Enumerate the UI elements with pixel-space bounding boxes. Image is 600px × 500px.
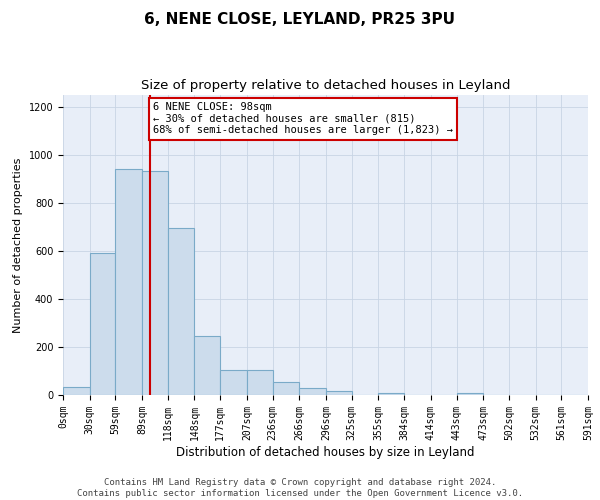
Bar bbox=[142, 170, 168, 395]
Bar bbox=[115, 170, 142, 395]
Title: Size of property relative to detached houses in Leyland: Size of property relative to detached ho… bbox=[141, 80, 510, 92]
Text: 6, NENE CLOSE, LEYLAND, PR25 3PU: 6, NENE CLOSE, LEYLAND, PR25 3PU bbox=[145, 12, 455, 28]
Bar bbox=[299, 388, 326, 395]
Bar bbox=[220, 370, 247, 395]
Bar bbox=[457, 392, 483, 395]
Bar bbox=[89, 254, 115, 395]
Y-axis label: Number of detached properties: Number of detached properties bbox=[13, 158, 23, 332]
X-axis label: Distribution of detached houses by size in Leyland: Distribution of detached houses by size … bbox=[176, 446, 475, 458]
Bar bbox=[247, 370, 272, 395]
Bar bbox=[168, 228, 194, 395]
Bar bbox=[326, 390, 352, 395]
Bar bbox=[194, 336, 220, 395]
Bar bbox=[272, 382, 299, 395]
Text: 6 NENE CLOSE: 98sqm
← 30% of detached houses are smaller (815)
68% of semi-detac: 6 NENE CLOSE: 98sqm ← 30% of detached ho… bbox=[153, 102, 453, 136]
Bar bbox=[379, 392, 404, 395]
Bar bbox=[63, 386, 89, 395]
Text: Contains HM Land Registry data © Crown copyright and database right 2024.
Contai: Contains HM Land Registry data © Crown c… bbox=[77, 478, 523, 498]
